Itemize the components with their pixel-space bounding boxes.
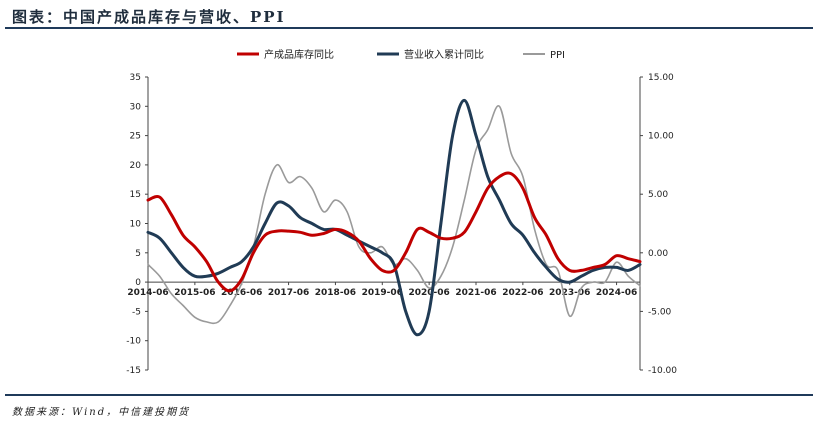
left-tick-label: 30 (130, 102, 142, 112)
series-line-1 (146, 98, 642, 337)
x-tick-label: 2021-06 (455, 288, 496, 298)
right-tick-label: -10.00 (648, 366, 677, 376)
right-tick-label: -5.00 (648, 307, 672, 317)
footer-rule (5, 394, 813, 396)
x-tick-label: 2014-06 (127, 288, 168, 298)
legend-label-1: 营业收入累计同比 (404, 48, 484, 61)
x-tick-label: 2022-06 (502, 288, 543, 298)
left-tick-label: 0 (135, 278, 141, 288)
left-tick-label: -15 (126, 366, 141, 376)
left-tick-label: -10 (126, 337, 141, 347)
x-tick-label: 2016-06 (221, 288, 262, 298)
legend-label-2: PPI (550, 50, 565, 61)
page-title: 图表：中国产成品库存与营收、PPI (12, 8, 286, 26)
x-tick-label: 2015-06 (174, 288, 215, 298)
x-tick-label: 2017-06 (268, 288, 309, 298)
legend: 产成品库存同比 营业收入累计同比 PPI (237, 48, 565, 61)
series-lines (146, 98, 642, 337)
x-tick-label: 2023-06 (549, 288, 590, 298)
left-tick-label: 25 (130, 132, 141, 142)
legend-label-0: 产成品库存同比 (264, 48, 334, 61)
left-tick-label: 15 (130, 190, 141, 200)
header-rule (5, 27, 813, 29)
right-tick-label: 15.00 (648, 73, 674, 83)
x-tick-label: 2019-06 (362, 288, 403, 298)
x-tick-label: 2018-06 (315, 288, 356, 298)
x-tick-label: 2020-06 (408, 288, 449, 298)
x-tick-label: 2024-06 (596, 288, 637, 298)
left-tick-label: 35 (130, 73, 141, 83)
axes: 35 30 25 20 15 10 5 0 -5 -10 -15 15.00 10.00 5.00 0.00… (126, 73, 677, 376)
left-tick-label: -5 (132, 307, 141, 317)
left-tick-label: 20 (130, 161, 142, 171)
right-tick-label: 0.00 (648, 249, 668, 259)
left-tick-label: 10 (130, 220, 142, 230)
right-tick-label: 5.00 (648, 190, 668, 200)
right-tick-label: 10.00 (648, 132, 674, 142)
source-note: 数据来源：Wind，中信建投期货 (12, 407, 191, 418)
series-line-0 (146, 171, 642, 293)
left-tick-label: 5 (135, 249, 141, 259)
